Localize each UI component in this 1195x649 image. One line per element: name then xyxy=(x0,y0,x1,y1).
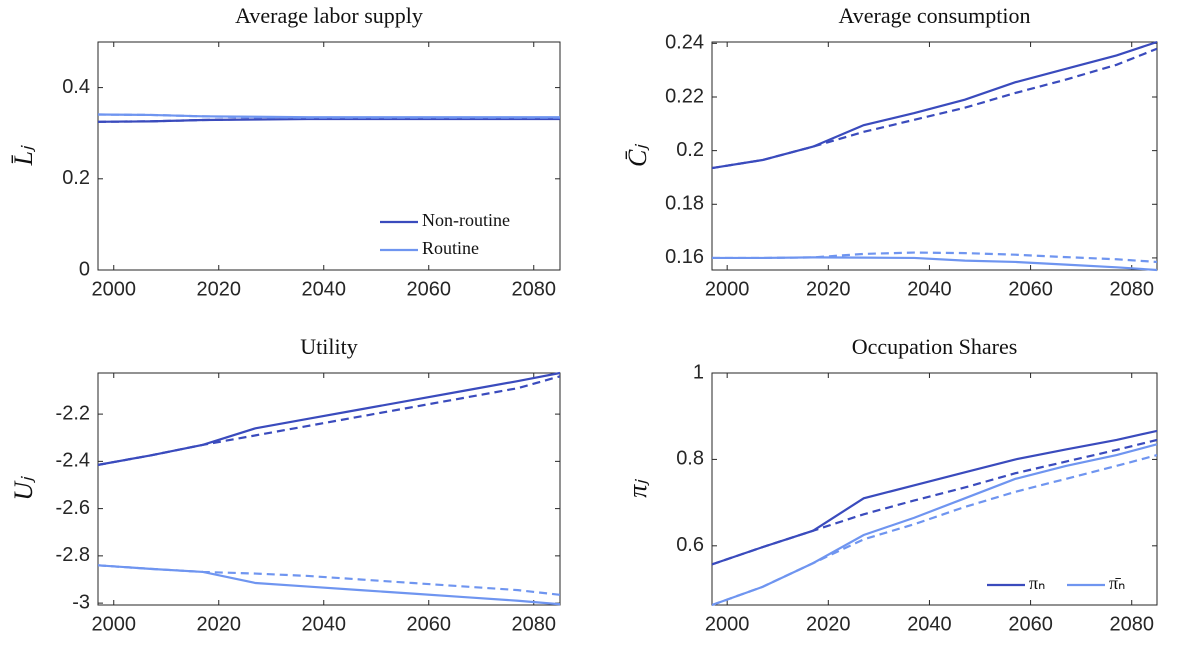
y-tick-label: 1 xyxy=(693,361,704,383)
y-tick-label: 0 xyxy=(79,258,90,280)
x-tick-label: 2060 xyxy=(407,613,452,635)
y-tick-label: 0.4 xyxy=(62,76,90,98)
x-tick-label: 2080 xyxy=(512,278,557,300)
x-tick-label: 2000 xyxy=(92,278,137,300)
y-axis-label: C̄ⱼ xyxy=(623,144,652,167)
y-tick-label: 0.22 xyxy=(665,85,704,107)
series-line xyxy=(712,251,1157,264)
x-tick-label: 2000 xyxy=(705,613,750,635)
legend-label: πₙ xyxy=(1029,573,1045,593)
series-line xyxy=(98,375,560,466)
plot-area xyxy=(97,372,561,606)
y-tick-label: -2.6 xyxy=(56,497,90,519)
series-line xyxy=(98,113,560,119)
subplot: Utility Uⱼ 2000 2020 2040 2060 2080 -3 -2.8 -2.6 -… xyxy=(9,334,561,635)
x-tick-label: 2060 xyxy=(1008,278,1053,300)
subplot-title: Average labor supply xyxy=(235,3,423,28)
subplot: Average consumption C̄ⱼ 2000 2020 2040 2060 20… xyxy=(623,3,1158,300)
series-line xyxy=(98,564,560,596)
plot-area xyxy=(711,372,1158,606)
x-tick-label: 2060 xyxy=(407,278,452,300)
subplot-title: Occupation Shares xyxy=(852,334,1018,359)
y-tick-label: -2.2 xyxy=(56,402,90,424)
x-tick-label: 2080 xyxy=(1109,278,1154,300)
subplot-title: Average consumption xyxy=(838,3,1030,28)
series-line xyxy=(712,256,1157,272)
series-line xyxy=(712,40,1157,170)
series-line xyxy=(712,454,1157,607)
legend-label: Non-routine xyxy=(422,210,510,230)
y-axis-label: L̄ⱼ xyxy=(9,145,38,166)
y-tick-label: -3 xyxy=(72,591,90,613)
y-tick-label: 0.18 xyxy=(665,193,704,215)
y-tick-label: 0.6 xyxy=(676,534,704,556)
x-tick-label: 2040 xyxy=(302,613,347,635)
y-tick-label: 0.2 xyxy=(62,167,90,189)
series-line xyxy=(712,438,1157,566)
x-tick-label: 2020 xyxy=(197,613,242,635)
y-tick-label: 0.2 xyxy=(676,139,704,161)
x-tick-label: 2040 xyxy=(907,613,952,635)
x-tick-label: 2040 xyxy=(302,278,347,300)
subplot: Average labor supply L̄ⱼ 2000 2020 2040 2060 2… xyxy=(9,3,561,300)
y-tick-label: -2.4 xyxy=(56,450,90,472)
x-tick-label: 2020 xyxy=(806,278,851,300)
plot-area xyxy=(97,41,561,271)
legend-label: Routine xyxy=(422,238,479,258)
x-tick-label: 2000 xyxy=(705,278,750,300)
x-tick-label: 2000 xyxy=(92,613,137,635)
x-tick-label: 2060 xyxy=(1008,613,1053,635)
y-axis-label: Uⱼ xyxy=(9,476,38,501)
x-tick-label: 2080 xyxy=(1109,613,1154,635)
y-tick-label: 0.16 xyxy=(665,246,704,268)
x-tick-label: 2020 xyxy=(806,613,851,635)
subplot: Occupation Shares πⱼ 2000 2020 2040 2060 2080 0… xyxy=(623,334,1158,635)
series-line xyxy=(712,47,1157,170)
x-tick-label: 2040 xyxy=(907,278,952,300)
y-tick-label: 0.24 xyxy=(665,32,704,54)
x-tick-label: 2080 xyxy=(512,613,557,635)
subplot-title: Utility xyxy=(300,334,357,359)
y-axis-label: πⱼ xyxy=(623,479,652,498)
y-tick-label: -2.8 xyxy=(56,544,90,566)
plot-area xyxy=(711,41,1158,271)
y-tick-label: 0.8 xyxy=(676,448,704,470)
legend-label: π̄ₙ xyxy=(1109,573,1125,593)
x-tick-label: 2020 xyxy=(197,278,242,300)
